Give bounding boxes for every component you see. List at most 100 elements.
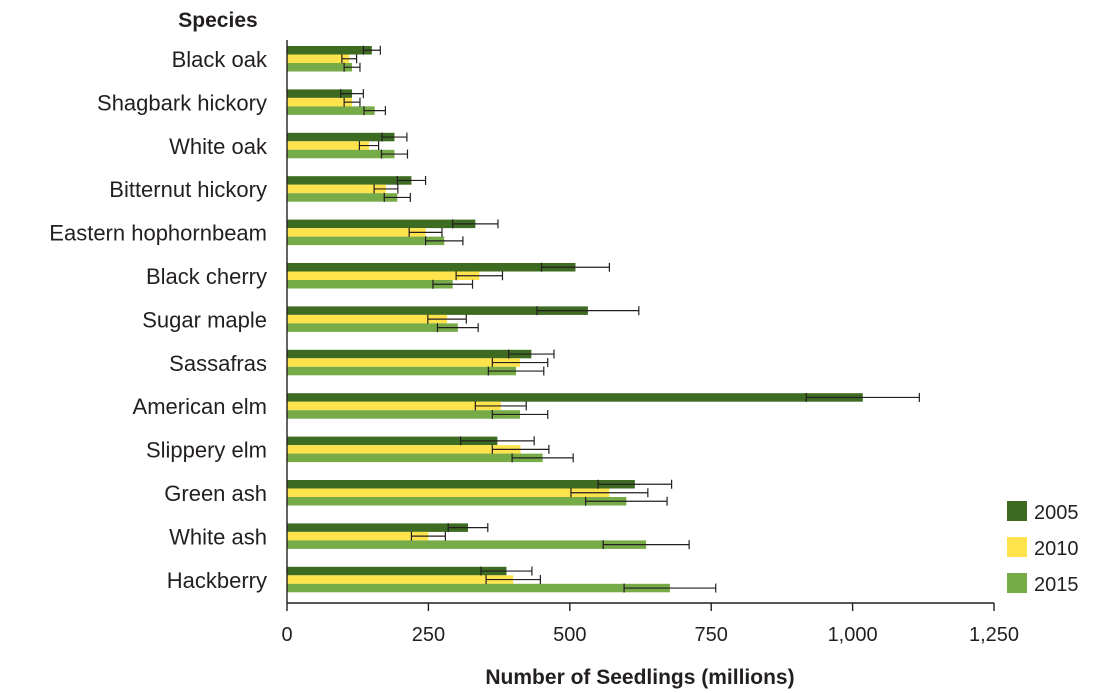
error-bar	[570, 488, 649, 498]
x-tick-label: 750	[695, 624, 728, 646]
x-tick-label: 500	[553, 624, 586, 646]
error-bar	[508, 349, 555, 359]
bar	[287, 488, 610, 497]
bar	[287, 149, 395, 159]
x-tick-label: 1,000	[828, 624, 878, 646]
error-bar	[480, 566, 533, 576]
category-label: Black cherry	[146, 264, 267, 289]
legend-swatch	[1007, 501, 1027, 521]
bar	[287, 531, 429, 541]
error-bar	[474, 401, 527, 411]
bar	[287, 97, 353, 107]
bar	[287, 280, 453, 289]
error-bar	[585, 496, 668, 506]
bar	[287, 176, 412, 185]
error-bar	[623, 583, 717, 593]
category-label: Black oak	[172, 47, 268, 72]
legend-swatch	[1007, 537, 1027, 557]
bar	[287, 540, 647, 549]
error-bar	[396, 175, 427, 185]
bar	[287, 401, 501, 411]
category-label: White oak	[169, 134, 268, 159]
x-tick-label: 250	[412, 624, 445, 646]
error-bar	[358, 141, 380, 151]
error-bar	[343, 62, 361, 72]
bar	[287, 358, 521, 367]
bar	[287, 314, 448, 324]
legend-label: 2010	[1034, 538, 1079, 560]
bars-layer	[287, 46, 863, 593]
x-axis-ticks: 0 250 500 750 1,000 1,250	[281, 603, 1019, 646]
category-label: Hackberry	[167, 568, 267, 593]
category-label: Shagbark hickory	[97, 90, 267, 115]
category-label: White ash	[169, 524, 267, 549]
error-bar	[363, 106, 387, 116]
error-bar	[427, 314, 467, 324]
error-bar	[491, 409, 549, 419]
error-bar	[455, 271, 504, 281]
bar	[287, 46, 372, 55]
error-bar	[540, 262, 610, 272]
bar	[287, 106, 375, 115]
error-bar	[805, 392, 920, 402]
legend: 2005 2010 2015	[1007, 501, 1079, 596]
bar	[287, 583, 670, 593]
bar	[287, 366, 517, 376]
bar	[287, 566, 507, 576]
bar	[287, 63, 353, 72]
error-bar	[408, 227, 443, 237]
category-label: Eastern hophornbeam	[49, 221, 267, 246]
category-labels: Black oak Shagbark hickory White oak Bitter…	[49, 47, 268, 593]
bar	[287, 219, 476, 229]
error-bar	[436, 323, 479, 333]
legend-label: 2005	[1034, 502, 1079, 524]
error-bar	[340, 89, 364, 99]
bar	[287, 349, 532, 359]
bar	[287, 453, 543, 463]
category-label: American elm	[133, 394, 267, 419]
bar	[287, 323, 458, 332]
y-axis-title: Species	[178, 9, 257, 32]
bar	[287, 271, 480, 280]
bar	[287, 54, 350, 63]
error-bar	[373, 184, 399, 194]
error-bar	[380, 149, 409, 159]
error-bar	[460, 436, 535, 446]
bar	[287, 575, 514, 584]
error-bar	[485, 575, 541, 585]
bar	[287, 89, 353, 98]
error-bar	[536, 306, 640, 316]
category-label: Sugar maple	[142, 307, 267, 332]
error-bar	[343, 97, 361, 107]
bar	[287, 228, 426, 237]
bar	[287, 445, 521, 454]
error-bar	[447, 523, 489, 533]
bar	[287, 132, 395, 142]
x-axis-title: Number of Seedlings (millions)	[485, 666, 794, 689]
category-label: Bitternut hickory	[109, 177, 267, 202]
error-bar	[424, 236, 464, 246]
error-bar	[410, 531, 446, 541]
error-bars-layer	[340, 45, 920, 593]
error-bar	[341, 54, 358, 64]
category-label: Green ash	[164, 481, 267, 506]
bar	[287, 236, 445, 246]
bar	[287, 480, 635, 489]
legend-label: 2015	[1034, 574, 1079, 596]
x-tick-label: 0	[281, 624, 292, 646]
category-label: Slippery elm	[146, 438, 267, 463]
error-bar	[487, 366, 545, 376]
error-bar	[432, 279, 474, 289]
error-bar	[383, 192, 411, 202]
bar	[287, 523, 468, 532]
error-bar	[362, 45, 381, 55]
error-bar	[597, 479, 673, 489]
bar	[287, 497, 627, 506]
legend-swatch	[1007, 573, 1027, 593]
bar	[287, 410, 521, 419]
bar	[287, 263, 576, 272]
error-bar	[491, 358, 549, 368]
bar	[287, 393, 863, 402]
error-bar	[491, 444, 550, 454]
